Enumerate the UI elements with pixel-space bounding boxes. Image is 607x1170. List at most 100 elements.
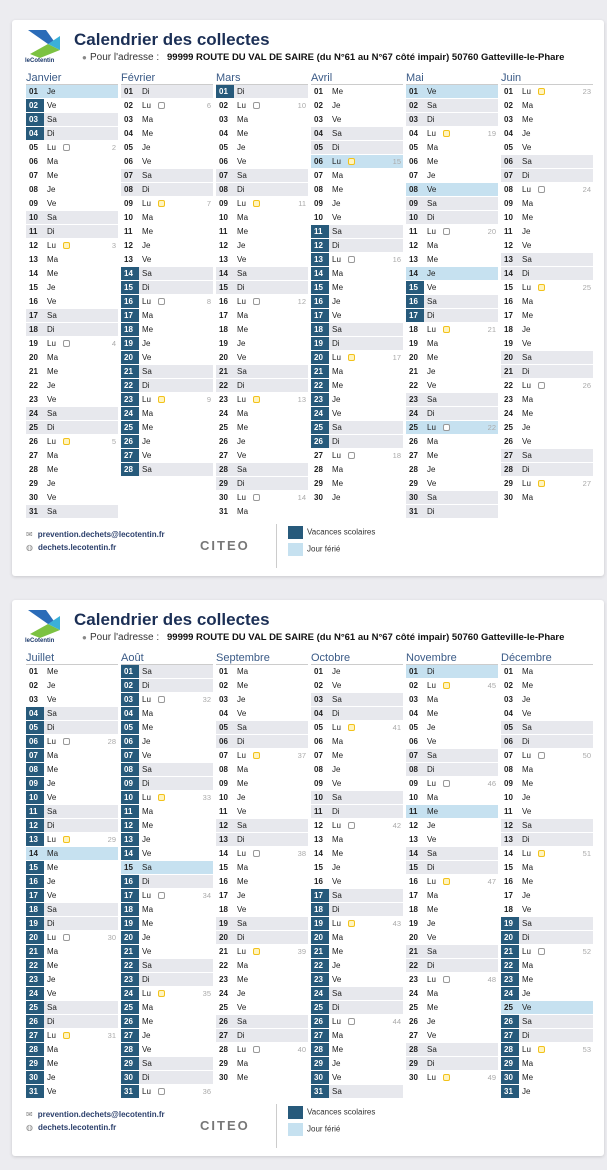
day-row: 24: [216, 987, 308, 1001]
day-number: 06: [219, 157, 228, 166]
day-number: 14: [219, 269, 228, 278]
day-row: 20: [406, 351, 498, 365]
day-row: 28: [311, 463, 403, 477]
month-column: Avril 01 02 03 04 05 06 15 07 08 09 10 11 12 13 16 14 15 1…: [311, 72, 403, 519]
day-row: 06: [121, 735, 213, 749]
week-number: 29: [107, 835, 116, 844]
email-link[interactable]: ✉ prevention.dechets@lecotentin.fr: [26, 1110, 165, 1119]
day-row: 20: [26, 351, 118, 365]
day-number: 12: [409, 241, 418, 250]
gray-bin-icon: [538, 186, 545, 193]
day-number: 11: [504, 807, 513, 816]
day-number: 20: [409, 933, 418, 942]
day-number: 20: [311, 351, 329, 364]
day-row: 09: [311, 777, 403, 791]
months-grid: Juillet 01 02 03 04 05 06 28 07 08 09 10 11 12 13 29 14 1…: [26, 652, 593, 1099]
day-number: 11: [311, 225, 329, 238]
day-row: 16: [311, 295, 403, 309]
day-row: 09: [216, 777, 308, 791]
day-number: 19: [409, 919, 418, 928]
day-number: 10: [219, 793, 228, 802]
day-number: 21: [29, 367, 38, 376]
day-number: 15: [29, 283, 38, 292]
day-row: 05: [406, 141, 498, 155]
week-number: 3: [111, 241, 116, 250]
day-number: 04: [314, 709, 323, 718]
email-link[interactable]: ✉ prevention.dechets@lecotentin.fr: [26, 530, 165, 539]
day-row: 01: [26, 665, 118, 679]
day-number: 16: [311, 295, 329, 308]
day-number: 21: [501, 945, 519, 958]
day-number: 17: [409, 891, 418, 900]
day-row: 26: [501, 435, 593, 449]
day-row: 03: [216, 693, 308, 707]
yellow-bin-icon: [348, 724, 355, 731]
email-text[interactable]: prevention.dechets@lecotentin.fr: [37, 1110, 165, 1119]
day-row: 04: [121, 127, 213, 141]
day-row: 28: [121, 463, 213, 477]
day-row: 04: [26, 707, 118, 721]
day-number: 02: [409, 681, 418, 690]
day-number: 08: [504, 185, 513, 194]
yellow-bin-icon: [443, 1074, 450, 1081]
day-row: 16: [121, 875, 213, 889]
month-name: Mai: [406, 72, 498, 85]
day-number: 27: [121, 449, 139, 462]
day-number: 17: [121, 889, 139, 902]
day-row: 13: [501, 833, 593, 847]
day-number: 25: [121, 421, 139, 434]
day-row: 01: [501, 665, 593, 679]
day-row: 18: [121, 323, 213, 337]
day-number: 17: [406, 309, 424, 322]
day-row: 05: [121, 721, 213, 735]
day-number: 04: [26, 707, 44, 720]
day-number: 28: [26, 1043, 44, 1056]
gray-bin-icon: [538, 752, 545, 759]
day-row: 24: [216, 407, 308, 421]
day-number: 16: [29, 297, 38, 306]
day-number: 03: [504, 115, 513, 124]
day-row: 10: [121, 211, 213, 225]
week-number: 39: [297, 947, 306, 956]
day-number: 22: [121, 379, 139, 392]
day-row: 13 29: [26, 833, 118, 847]
day-row: 24: [26, 407, 118, 421]
day-number: 02: [314, 681, 323, 690]
website-text[interactable]: dechets.lecotentin.fr: [37, 1123, 117, 1132]
website-text[interactable]: dechets.lecotentin.fr: [37, 543, 117, 552]
day-number: 28: [409, 1045, 418, 1054]
day-number: 09: [26, 777, 44, 790]
email-text[interactable]: prevention.dechets@lecotentin.fr: [37, 530, 165, 539]
day-number: 25: [504, 423, 513, 432]
day-number: 22: [219, 381, 228, 390]
website-link[interactable]: ◍ dechets.lecotentin.fr: [26, 543, 116, 552]
day-row: 08: [501, 763, 593, 777]
gray-bin-icon: [158, 1088, 165, 1095]
day-number: 24: [219, 989, 228, 998]
day-number: 24: [121, 987, 139, 1000]
day-row: 14: [311, 847, 403, 861]
day-row: 04: [311, 707, 403, 721]
website-link[interactable]: ◍ dechets.lecotentin.fr: [26, 1123, 116, 1132]
day-number: 16: [219, 297, 228, 306]
month-column: Octobre 01 02 03 04 05 41 06 07 08 09 10 11 12 42 13 14 1…: [311, 652, 403, 1099]
day-row: 28: [26, 1043, 118, 1057]
day-number: 27: [504, 451, 513, 460]
day-row: 07: [121, 749, 213, 763]
day-row: 10: [406, 791, 498, 805]
day-number: 19: [26, 917, 44, 930]
day-row: 30: [311, 1071, 403, 1085]
day-number: 25: [311, 1001, 329, 1014]
day-row: 08: [406, 763, 498, 777]
legend-vacances: Vacances scolaires: [288, 1106, 375, 1119]
day-number: 13: [26, 833, 44, 846]
day-row: 26: [216, 435, 308, 449]
week-number: 28: [107, 737, 116, 746]
day-row: 03: [26, 113, 118, 127]
day-row: 24: [406, 407, 498, 421]
logo-text: leCotentin: [25, 638, 55, 644]
week-number: 43: [392, 919, 401, 928]
day-number: 18: [409, 325, 418, 334]
day-number: 15: [504, 283, 513, 292]
day-number: 30: [504, 493, 513, 502]
